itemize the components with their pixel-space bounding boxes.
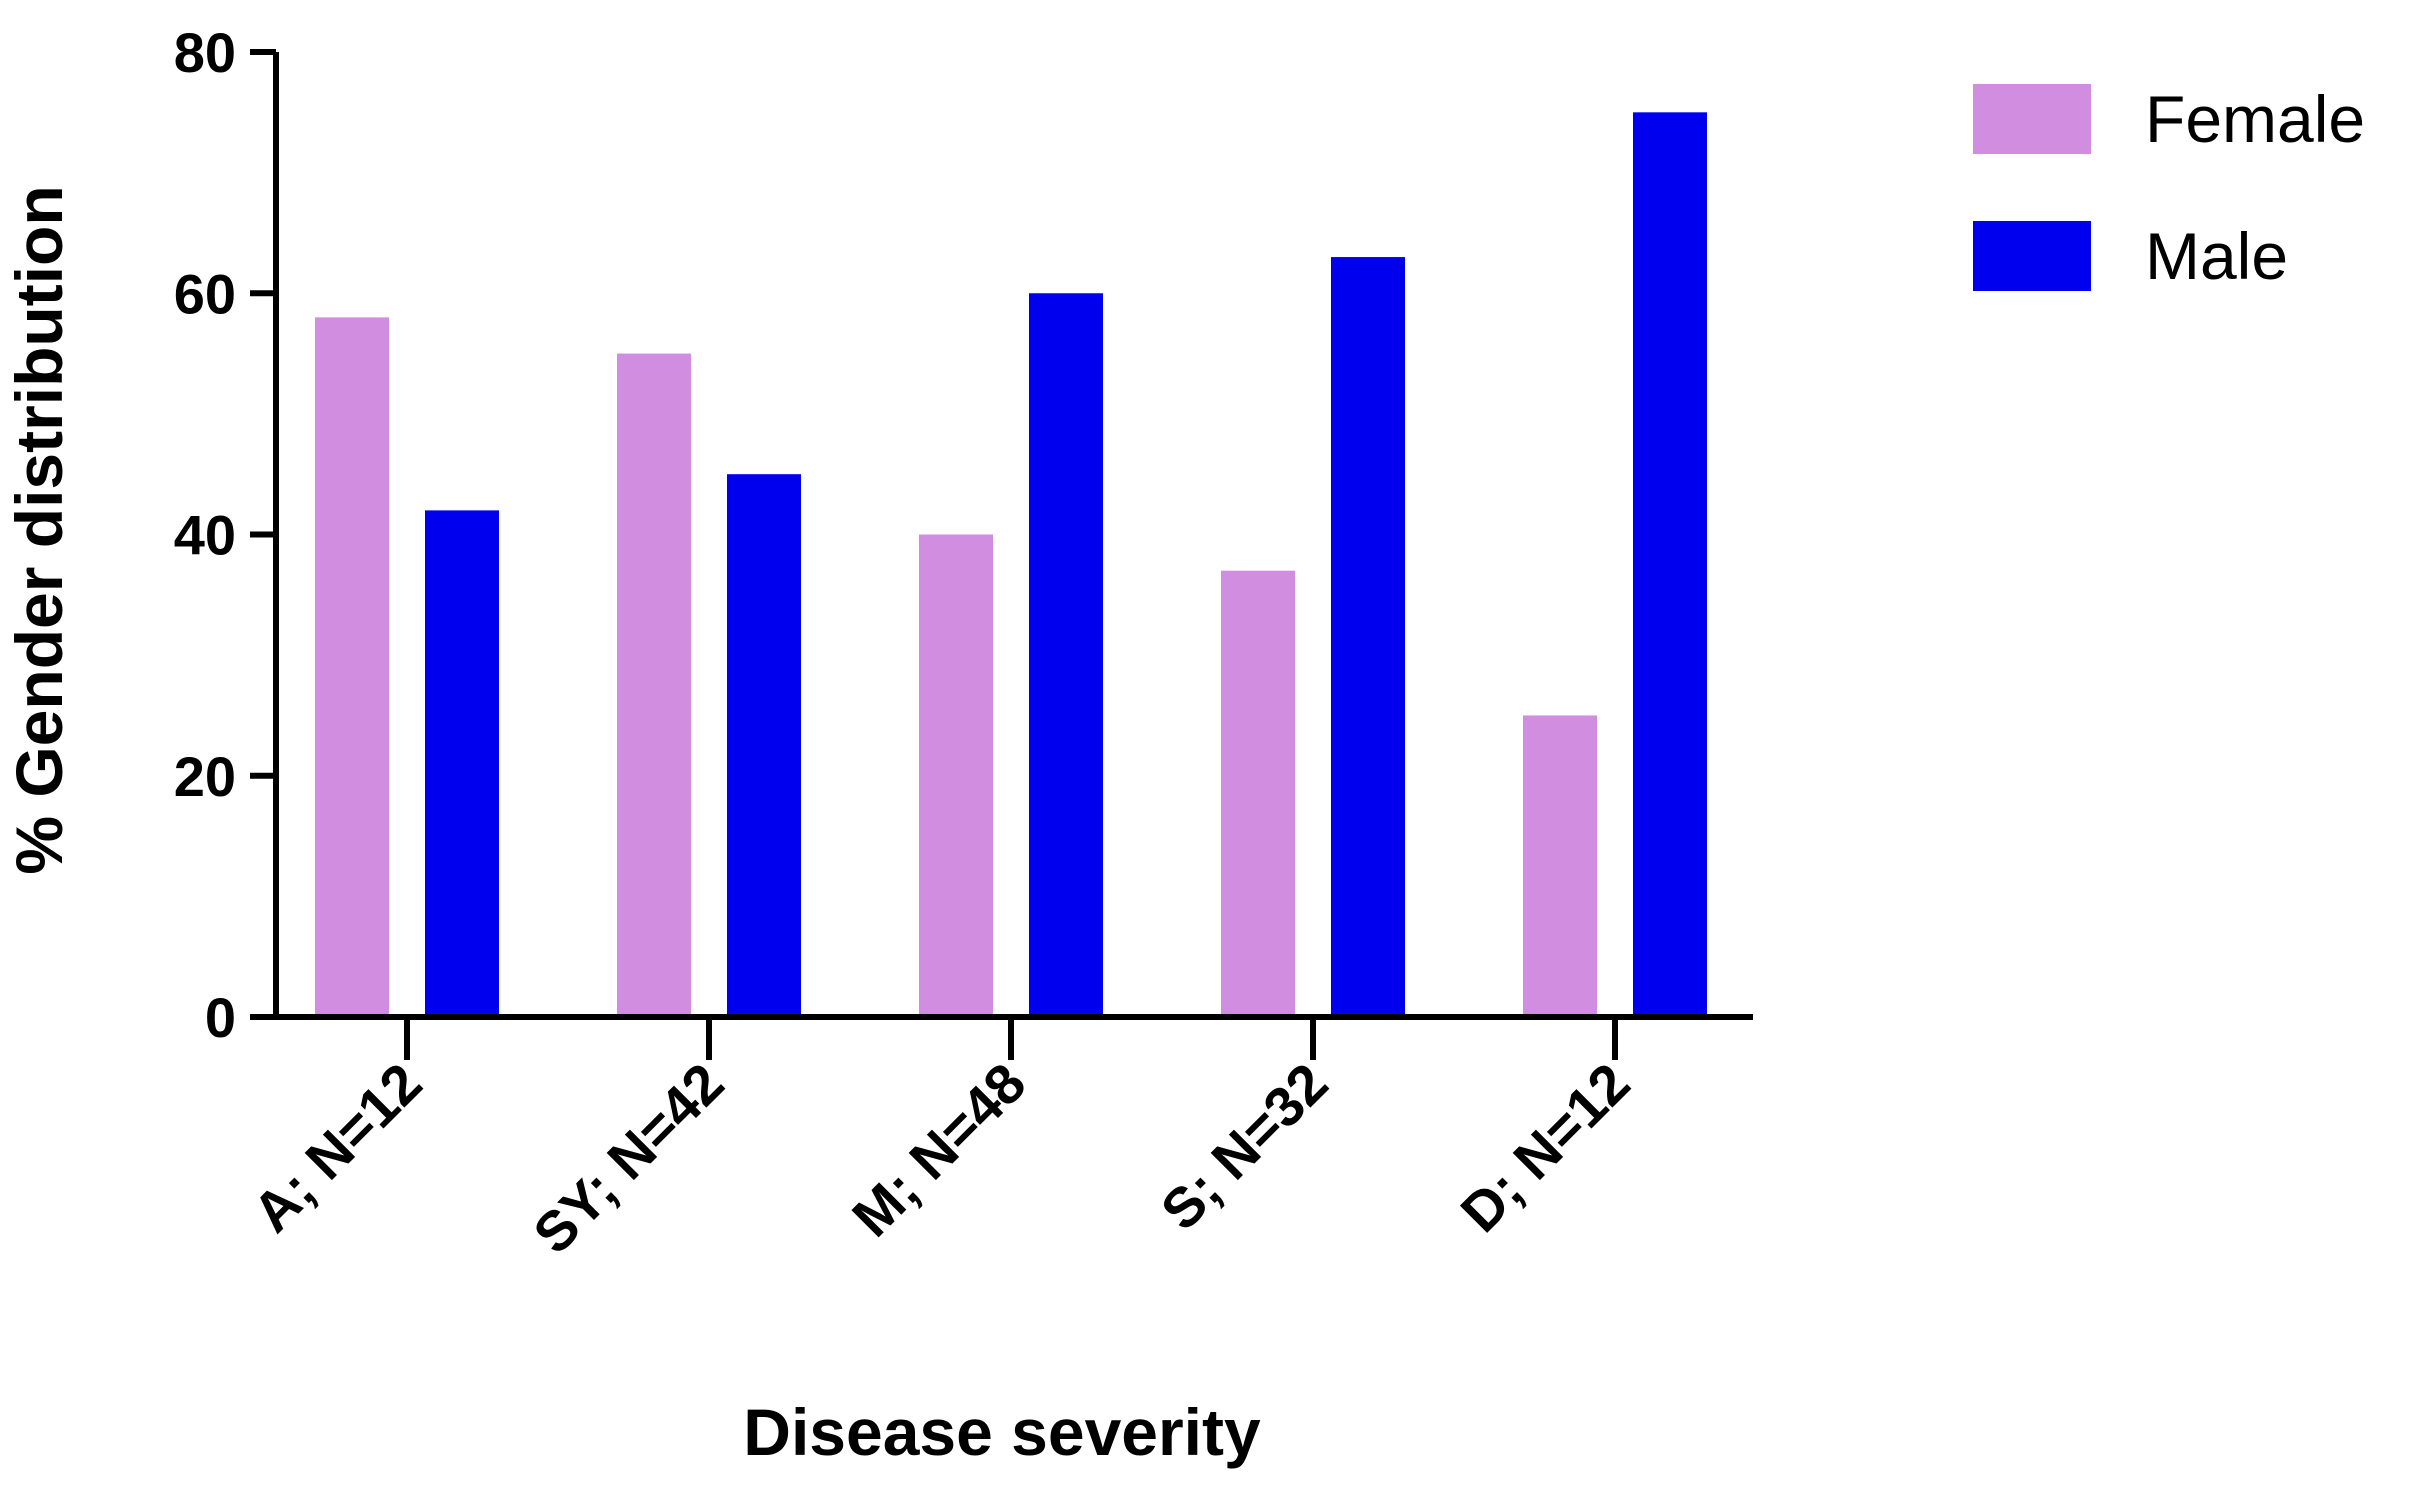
x-ticks-group: A; N=12 SY; N=42 M; N=48 S; N=32 D; N=12 [240,1017,1641,1265]
y-tick-label-0: 0 [205,986,236,1049]
bar-male-3 [1331,257,1405,1017]
x-category-label-1: SY; N=42 [521,1051,735,1265]
y-axis-title: % Gender distribution [2,185,76,874]
y-tick-label-1: 20 [174,745,236,808]
bar-female-2 [919,534,993,1017]
y-ticks-group: 0 20 40 60 80 [174,21,276,1049]
x-axis-title: Disease severity [743,1395,1261,1469]
bar-male-1 [727,474,801,1017]
y-tick-label-2: 40 [174,504,236,567]
y-tick-label-3: 60 [174,262,236,325]
legend-swatch-male [1973,221,2091,291]
bar-female-1 [617,353,691,1017]
bars-group [315,112,1707,1017]
legend: Female Male [1973,82,2365,293]
legend-label-male: Male [2145,219,2288,293]
x-category-label-4: D; N=12 [1448,1051,1641,1244]
x-category-label-2: M; N=48 [840,1051,1037,1248]
x-category-label-3: S; N=32 [1149,1051,1340,1242]
bar-female-0 [315,317,389,1017]
bar-male-0 [425,510,499,1017]
legend-swatch-female [1973,84,2091,154]
y-tick-label-4: 80 [174,21,236,84]
bar-female-4 [1523,715,1597,1017]
bar-male-2 [1029,293,1103,1017]
legend-label-female: Female [2145,82,2365,156]
bar-male-4 [1633,112,1707,1017]
x-category-label-0: A; N=12 [240,1051,433,1244]
bar-female-3 [1221,570,1295,1017]
